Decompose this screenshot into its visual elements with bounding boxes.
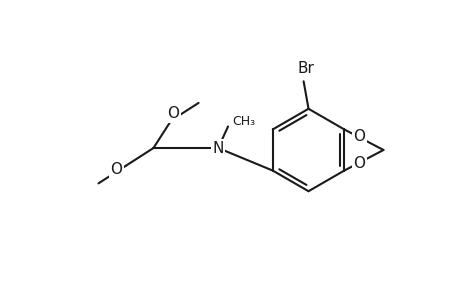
Text: O: O bbox=[110, 162, 122, 177]
Text: N: N bbox=[212, 140, 224, 155]
Text: CH₃: CH₃ bbox=[231, 115, 255, 128]
Text: Br: Br bbox=[297, 61, 313, 76]
Text: O: O bbox=[353, 156, 364, 171]
Text: O: O bbox=[167, 106, 179, 121]
Text: O: O bbox=[353, 129, 364, 144]
